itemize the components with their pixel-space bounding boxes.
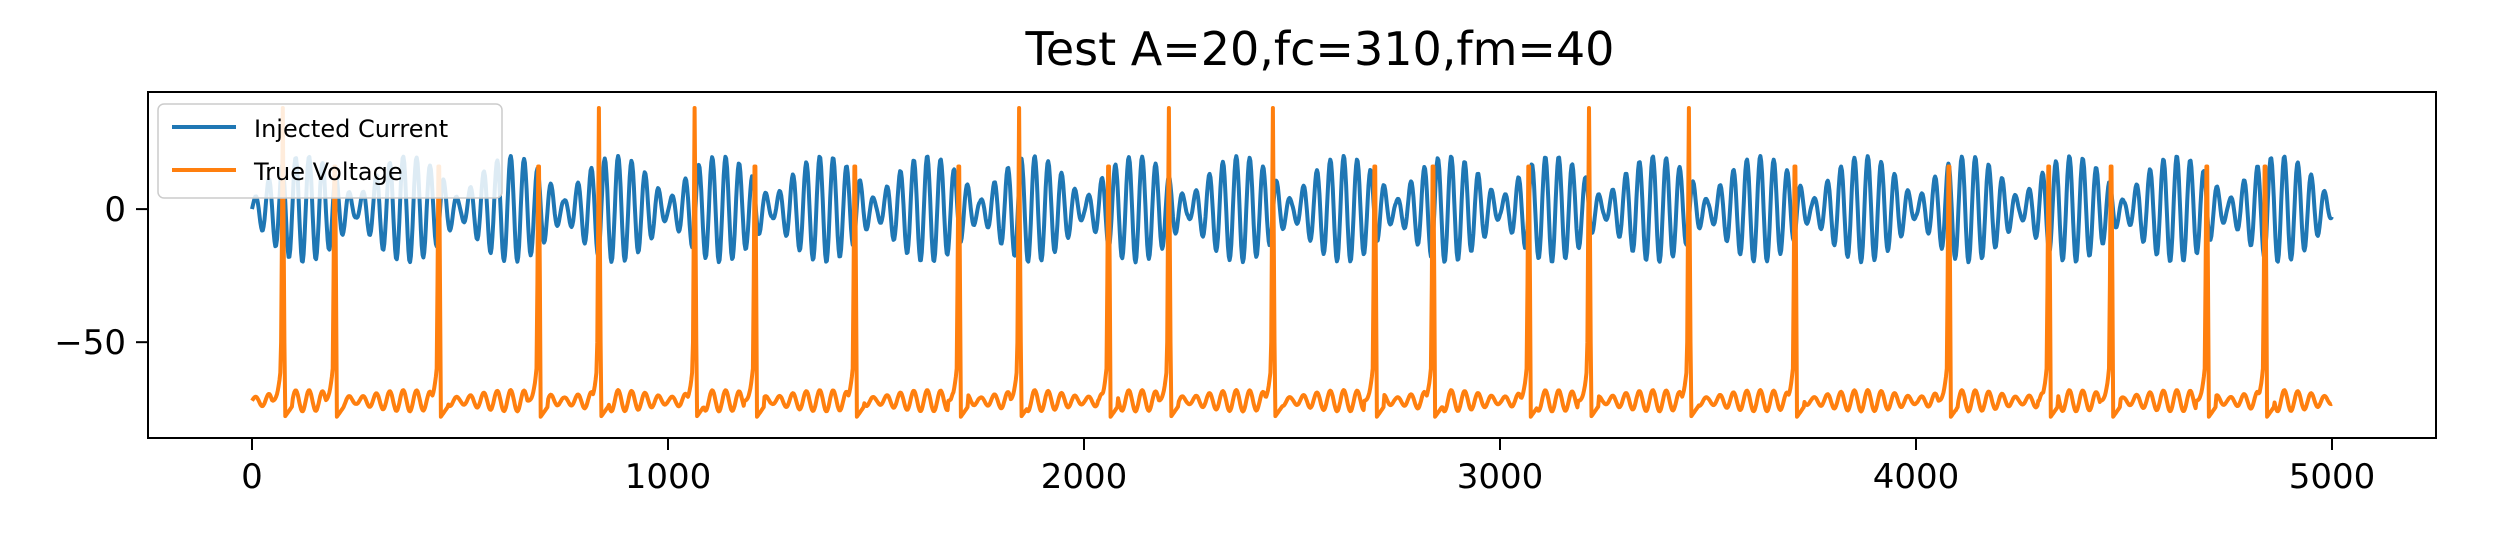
x-axis: 0 1000 2000 3000 4000 5000	[241, 438, 2375, 497]
series-line-injected-current	[250, 154, 2334, 265]
x-tick-label: 4000	[1873, 457, 1960, 497]
series-line-true-voltage	[250, 106, 2334, 419]
x-tick-label: 3000	[1457, 457, 1544, 497]
legend-label-injected-current: Injected Current	[254, 115, 448, 143]
x-tick-label: 2000	[1041, 457, 1128, 497]
legend-label-true-voltage: True Voltage	[253, 158, 403, 186]
plot-area-frame	[147, 91, 2437, 439]
legend-box	[157, 103, 503, 199]
x-tick-label: 0	[241, 457, 263, 497]
y-tick-label: 0	[104, 190, 126, 230]
x-tick-label: 1000	[625, 457, 712, 497]
y-axis: 0 −50	[54, 190, 148, 363]
legend: Injected Current True Voltage	[157, 103, 503, 199]
y-tick-label: −50	[54, 323, 126, 363]
x-tick-label: 5000	[2289, 457, 2376, 497]
chart-title: Test A=20,fc=310,fm=40	[1025, 22, 1615, 76]
series-lines	[250, 106, 2334, 419]
